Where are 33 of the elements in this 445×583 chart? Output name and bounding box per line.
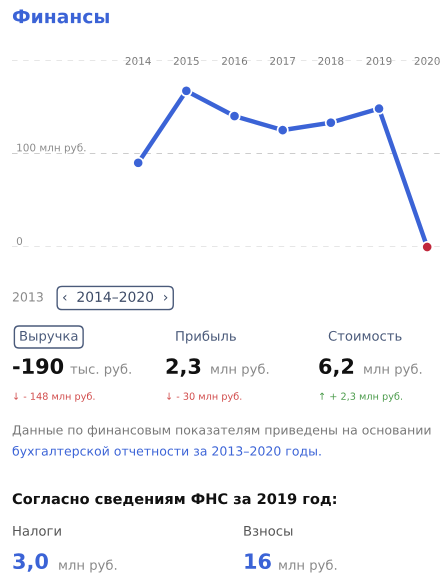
- text: Выручка: [20, 331, 78, 344]
- x-tick-label: 2015: [174, 57, 199, 65]
- text: Стоимость: [328, 330, 402, 341]
- chart-title: Финансы: [12, 10, 109, 24]
- text: ↓ - 30 млн руб.: [166, 392, 242, 402]
- text: млн руб.: [59, 560, 116, 572]
- text: млн руб.: [364, 364, 422, 376]
- text: 3,0: [13, 553, 48, 572]
- text: Взносы: [244, 526, 292, 536]
- x-tick-label: 2014: [126, 57, 151, 65]
- y-tick-label: 100 млн руб.: [17, 143, 86, 154]
- x-tick-label: 2016: [222, 57, 248, 65]
- x-tick-label: 2020: [414, 57, 440, 65]
- x-tick-label: 2019: [366, 57, 392, 65]
- x-tick-label: 2017: [270, 57, 296, 65]
- text: 6,2: [319, 358, 354, 377]
- text: Прибыль: [176, 330, 236, 344]
- text: 2013: [12, 292, 43, 302]
- text: -190: [13, 358, 64, 374]
- y-tick-label: 0: [16, 237, 22, 245]
- text: бухгалтерской отчетности за 2013–2020 годы.: [12, 446, 321, 458]
- text: Налоги: [13, 526, 61, 536]
- text: тыс. руб.: [70, 364, 131, 376]
- x-tick-label: 2018: [318, 57, 344, 65]
- text: ‹ 2014–2020 ›: [63, 292, 168, 302]
- text: млн руб.: [279, 560, 336, 572]
- text: ↓ - 148 млн руб.: [14, 392, 94, 402]
- text: 16: [245, 553, 271, 570]
- text: млн руб.: [211, 364, 268, 376]
- text: 2,3: [166, 358, 200, 377]
- text: ↑ + 2,3 млн руб.: [320, 392, 402, 402]
- text: Согласно сведениям ФНС за 2019 год:: [12, 493, 336, 506]
- text: Данные по финансовым показателям приведены на основании: [12, 425, 430, 438]
